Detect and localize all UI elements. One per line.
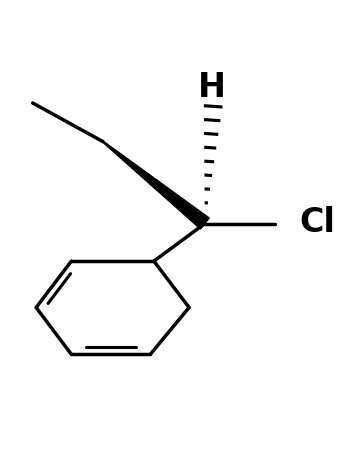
Text: Cl: Cl xyxy=(300,206,336,239)
Polygon shape xyxy=(102,141,209,229)
Text: H: H xyxy=(198,71,226,103)
